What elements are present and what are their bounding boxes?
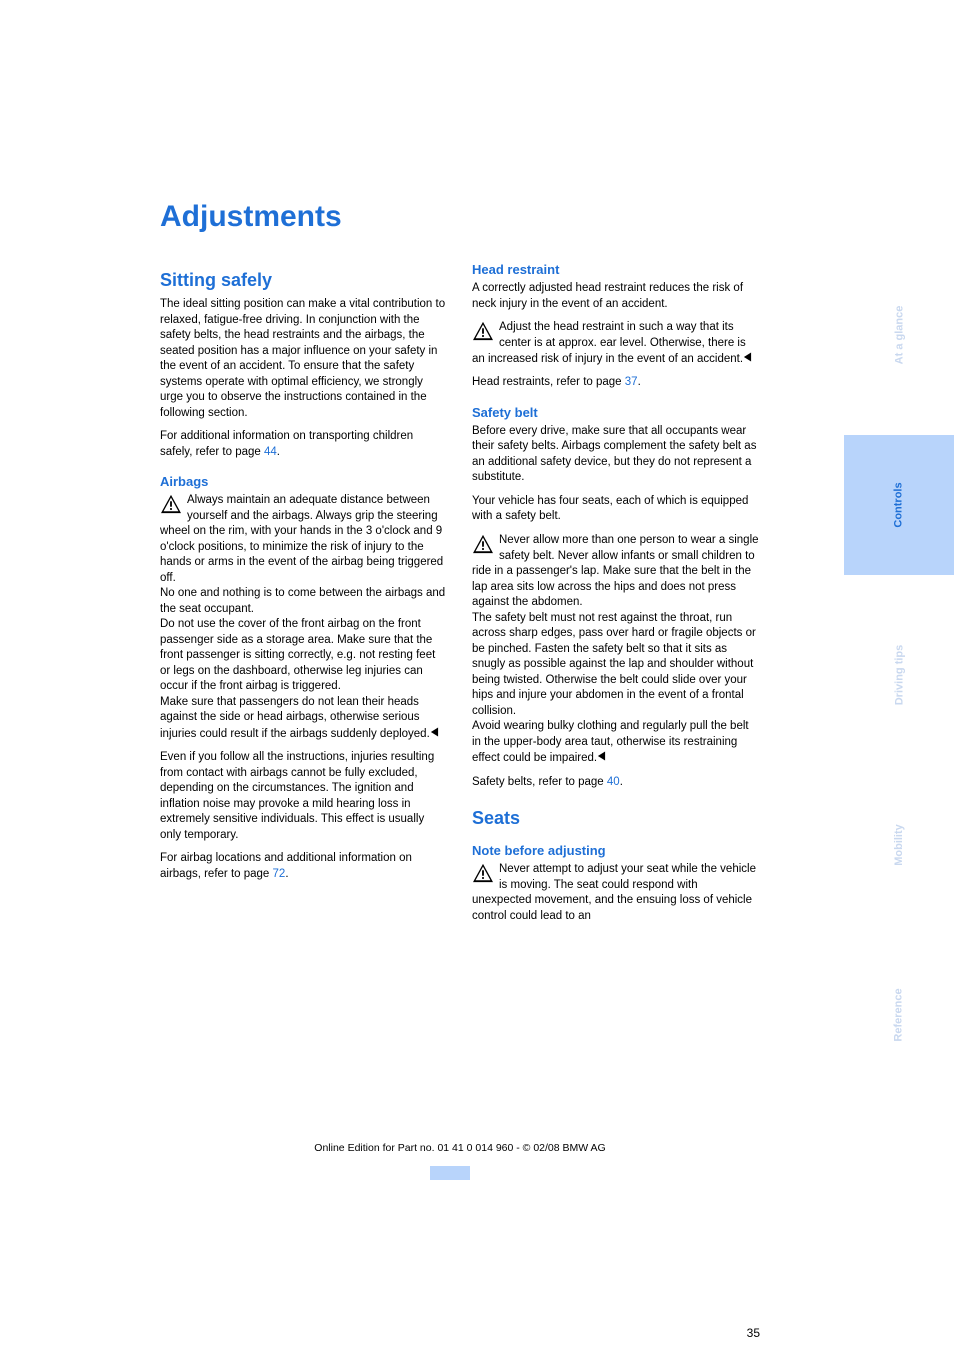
text: . [638,376,641,388]
tab-label: Mobility [829,824,954,866]
text: Never attempt to adjust your seat while … [472,863,756,922]
page-marker [430,1166,470,1180]
text: Avoid wearing bulky clothing and regular… [472,720,749,764]
text: . [285,868,288,880]
left-column: Sitting safely The ideal sitting positio… [160,262,448,924]
warning-para: The safety belt must not rest against th… [472,611,760,720]
tab-label: Controls [829,482,954,527]
text: Never allow more than one person to wear… [472,534,759,608]
footer-text: Online Edition for Part no. 01 41 0 014 … [160,1142,760,1154]
right-column: Head restraint A correctly adjusted head… [472,262,760,924]
tab-label: At a glance [829,306,954,365]
footer: Online Edition for Part no. 01 41 0 014 … [160,1142,760,1154]
text: Safety belts, refer to page [472,776,607,788]
heading-sitting-safely: Sitting safely [160,270,448,291]
page-ref-link[interactable]: 40 [607,776,620,788]
page-ref-link[interactable]: 37 [625,376,638,388]
page-content: Adjustments Sitting safely The ideal sit… [160,200,760,924]
para: Your vehicle has four seats, each of whi… [472,494,760,525]
para: Head restraints, refer to page 37. [472,375,760,391]
warning-icon [472,321,494,341]
warning-para: Always maintain an adequate distance bet… [160,493,448,586]
warning-para: Never attempt to adjust your seat while … [472,862,760,924]
warning-icon [472,534,494,554]
warning-icon [160,494,182,514]
columns: Sitting safely The ideal sitting positio… [160,262,760,924]
heading-airbags: Airbags [160,474,448,489]
tab-reference[interactable]: Reference [844,945,954,1085]
warning-icon [472,863,494,883]
text: . [277,446,280,458]
para: The ideal sitting position can make a vi… [160,297,448,421]
heading-note-before-adjusting: Note before adjusting [472,843,760,858]
warning-para: Avoid wearing bulky clothing and regular… [472,719,760,766]
para: A correctly adjusted head restraint redu… [472,281,760,312]
text: Make sure that passengers do not lean th… [160,696,430,740]
text: Always maintain an adequate distance bet… [160,494,443,584]
tab-label: Reference [829,988,954,1041]
warning-para: No one and nothing is to come between th… [160,586,448,617]
para: Safety belts, refer to page 40. [472,775,760,791]
heading-safety-belt: Safety belt [472,405,760,420]
side-tabs: At a glance Controls Driving tips Mobili… [844,0,954,1350]
tab-mobility[interactable]: Mobility [844,775,954,915]
tab-driving-tips[interactable]: Driving tips [844,605,954,745]
page-number: 35 [720,1326,760,1340]
end-marker-icon [597,750,606,766]
tab-label: Driving tips [829,645,954,706]
warning-para: Never allow more than one person to wear… [472,533,760,611]
para: For additional information on transporti… [160,429,448,460]
tab-controls[interactable]: Controls [844,435,954,575]
end-marker-icon [430,726,439,742]
para: Even if you follow all the instructions,… [160,750,448,843]
warning-para: Do not use the cover of the front airbag… [160,617,448,695]
warning-para: Make sure that passengers do not lean th… [160,695,448,742]
para: Before every drive, make sure that all o… [472,424,760,486]
page-title: Adjustments [160,200,760,234]
warning-para: Adjust the head restraint in such a way … [472,320,760,367]
page-ref-link[interactable]: 72 [273,868,286,880]
text: Head restraints, refer to page [472,376,625,388]
page-ref-link[interactable]: 44 [264,446,277,458]
text: Adjust the head restraint in such a way … [472,321,746,365]
heading-seats: Seats [472,808,760,829]
text: . [620,776,623,788]
end-marker-icon [743,351,752,367]
para: For airbag locations and additional info… [160,851,448,882]
tab-at-a-glance[interactable]: At a glance [844,265,954,405]
text: For additional information on transporti… [160,430,413,458]
heading-head-restraint: Head restraint [472,262,760,277]
